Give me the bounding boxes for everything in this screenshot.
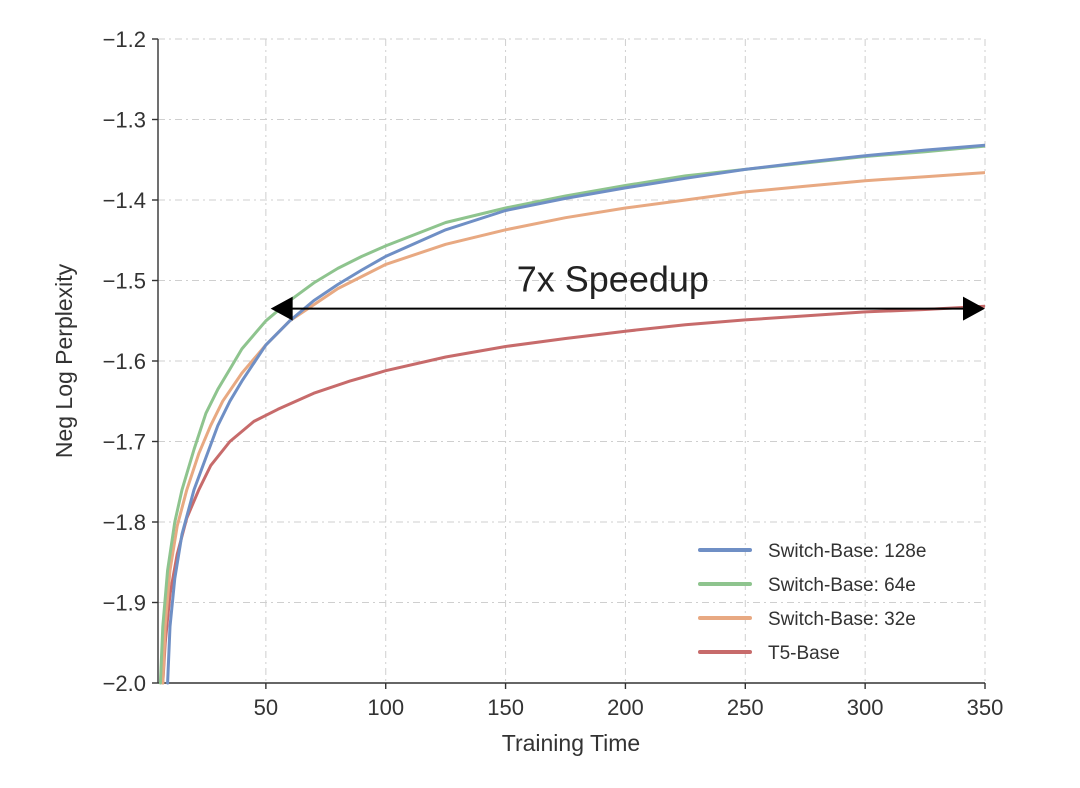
y-axis-label: Neg Log Perplexity (51, 263, 77, 458)
legend-label: T5-Base (768, 643, 840, 664)
y-tick-label: −1.3 (103, 108, 146, 133)
y-tick-label: −1.2 (103, 27, 146, 52)
series-line-switch-base-128e (166, 143, 985, 685)
x-axis-label: Training Time (502, 730, 640, 756)
tick-labels: 50 100 150 200 250 300 350 −2.0 −1.9 −1.8 −1.7 −1.6… (103, 27, 1004, 720)
arrowhead-left (270, 296, 293, 321)
legend-label: Switch-Base: 32e (768, 609, 916, 630)
x-tick-label: 350 (967, 695, 1004, 720)
y-tick-label: −1.4 (103, 188, 146, 213)
y-tick-label: −1.9 (103, 591, 146, 616)
x-tick-label: 150 (487, 695, 524, 720)
y-tick-label: −1.8 (103, 510, 146, 535)
x-tick-label: 50 (254, 695, 278, 720)
legend-label: Switch-Base: 128e (768, 541, 926, 562)
arrowhead-right (963, 296, 985, 321)
x-tick-label: 200 (607, 695, 644, 720)
x-tick-label: 300 (847, 695, 884, 720)
legend-label: Switch-Base: 64e (768, 575, 916, 596)
series-lines (158, 143, 985, 685)
y-tick-label: −2.0 (103, 671, 146, 696)
x-tick-label: 250 (727, 695, 764, 720)
y-tick-label: −1.5 (103, 269, 146, 294)
y-tick-label: −1.7 (103, 430, 146, 455)
legend: Switch-Base: 128e Switch-Base: 64e Switch-… (698, 541, 926, 664)
x-tick-label: 100 (367, 695, 404, 720)
speedup-annotation: 7x Speedup (270, 259, 985, 321)
y-tick-label: −1.6 (103, 349, 146, 374)
series-line-switch-base-32e (161, 171, 985, 685)
speedup-label: 7x Speedup (517, 259, 709, 300)
